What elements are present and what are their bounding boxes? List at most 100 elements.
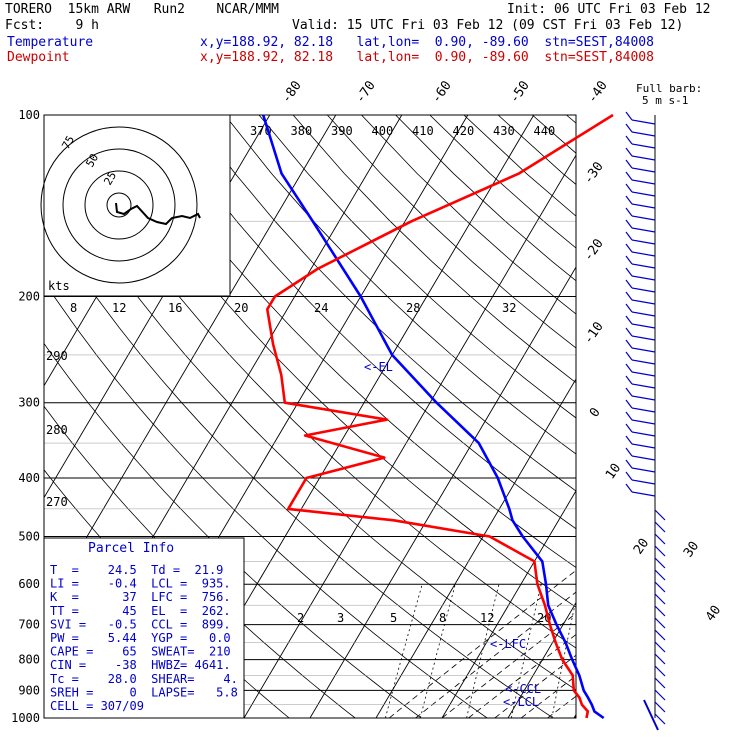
wind-barb: [631, 179, 656, 185]
wind-barb: [631, 335, 656, 341]
wind-barb: [625, 387, 633, 397]
wind-barb: [631, 371, 656, 377]
isotherm-line: [375, 378, 576, 718]
wind-barb: [631, 419, 656, 425]
wind-barb: [625, 195, 633, 205]
temperature-legend: Temperature: [7, 35, 94, 50]
theta-e-label: 410: [412, 124, 434, 138]
moist-adiabat: [627, 297, 740, 719]
wind-barb: [625, 327, 633, 337]
isotherm-line: [0, 115, 6, 718]
wind-barb: [631, 119, 656, 125]
theta-e-label: 390: [331, 124, 353, 138]
wind-barb: [625, 183, 633, 193]
wind-barb: [654, 629, 666, 641]
parcel-info-row: CAPE = 65 SWEAT= 210: [50, 645, 231, 659]
wind-barb: [631, 155, 656, 161]
parcel-info-row: K = 37 LFC = 756.: [50, 590, 231, 604]
wind-barb: [625, 219, 633, 229]
skewed-temp-label-right: 0: [587, 405, 604, 420]
barb-legend-text: 5 m s-1: [642, 94, 688, 107]
wind-barb: [631, 479, 656, 485]
hodograph-speed-label: 32: [502, 301, 516, 315]
wind-barb: [631, 407, 656, 413]
hodograph-ring: [40, 126, 198, 284]
dry-adiabat: [258, 115, 576, 419]
mixing-ratio-line: [385, 584, 423, 718]
wind-barb: [625, 267, 633, 277]
hodograph-ring: [62, 148, 176, 262]
temperature-profile-line: [261, 114, 605, 720]
skewed-temp-label-right: 20: [631, 536, 652, 557]
theta-e-label: 380: [291, 124, 313, 138]
wind-barb: [631, 167, 656, 173]
mixing-ratio-label: 8: [439, 611, 446, 625]
wind-barb: [625, 207, 633, 217]
wind-barb: [631, 443, 656, 449]
mixing-ratio-line: [419, 584, 456, 718]
wind-barb: [654, 605, 666, 617]
hodograph-speed-label: 12: [112, 301, 126, 315]
wind-barb: [631, 131, 656, 137]
wind-barb: [631, 395, 656, 401]
model-title: TORERO 15km ARW Run2 NCAR/MMM: [5, 2, 279, 17]
wind-barb: [654, 617, 666, 629]
wind-barb: [654, 713, 666, 725]
moist-adiabat: [494, 654, 576, 718]
wind-barb: [625, 483, 633, 493]
skewed-temp-label-top: -60: [429, 78, 455, 106]
pressure-tick-label: 800: [18, 653, 40, 667]
dry-adiabat: [292, 115, 576, 384]
hodograph-speed-label: 28: [406, 301, 420, 315]
hodograph-speed-label: 16: [168, 301, 182, 315]
wind-barb: [631, 251, 656, 257]
wind-barb: [631, 215, 656, 221]
parcel-info-title: Parcel Info: [88, 541, 174, 556]
temperature-location: x,y=188.92, 82.18 lat,lon= 0.90, -89.60 …: [200, 35, 654, 50]
theta-e-label: 440: [534, 124, 556, 138]
dry-adiabat: [601, 115, 740, 718]
wind-barb: [654, 509, 666, 521]
moist-adiabat: [415, 591, 576, 718]
parcel-info-row: SVI = -0.5 CCL = 899.: [50, 617, 231, 631]
wind-barb: [654, 677, 666, 689]
dry-adiabat-label: 280: [46, 423, 68, 437]
parcel-info-row: Tc = 28.0 SHEAR= 4.: [50, 672, 238, 686]
moist-adiabat: [468, 634, 576, 718]
wind-barb: [631, 263, 656, 269]
hodograph-units-label: kts: [48, 279, 70, 293]
hodograph-ring-label: 25: [101, 170, 119, 188]
wind-barb: [631, 299, 656, 305]
pressure-tick-label: 1000: [11, 711, 40, 725]
hodograph-ring-label: 75: [59, 134, 77, 152]
dry-adiabat: [463, 115, 576, 217]
wind-barb: [631, 431, 656, 437]
moist-adiabat: [600, 297, 740, 719]
hodograph-ring: [84, 170, 154, 240]
moist-adiabat: [573, 715, 576, 718]
hodograph-speed-label: 24: [314, 301, 328, 315]
pressure-tick-label: 400: [18, 471, 40, 485]
dry-adiabat: [497, 115, 576, 185]
wind-barb: [631, 323, 656, 329]
wind-barb: [625, 147, 633, 157]
wind-barb: [625, 243, 633, 253]
theta-e-label: 430: [493, 124, 515, 138]
wind-barb: [631, 359, 656, 365]
skewed-temp-label-top: -80: [279, 78, 305, 106]
hodograph-speed-label: 8: [70, 301, 77, 315]
dry-adiabat: [635, 115, 740, 718]
wind-barb: [625, 375, 633, 385]
wind-barb: [654, 689, 666, 701]
wind-barb: [625, 351, 633, 361]
wind-barb: [625, 315, 633, 325]
skewed-temp-label-right: 10: [603, 461, 624, 482]
dry-adiabat: [669, 115, 740, 718]
dry-adiabat: [327, 115, 576, 349]
parcel-info-box: [43, 537, 245, 719]
dry-adiabat-label: 290: [46, 349, 68, 363]
wind-barb: [643, 699, 659, 731]
wind-barb: [654, 521, 666, 533]
wind-barb: [654, 665, 666, 677]
